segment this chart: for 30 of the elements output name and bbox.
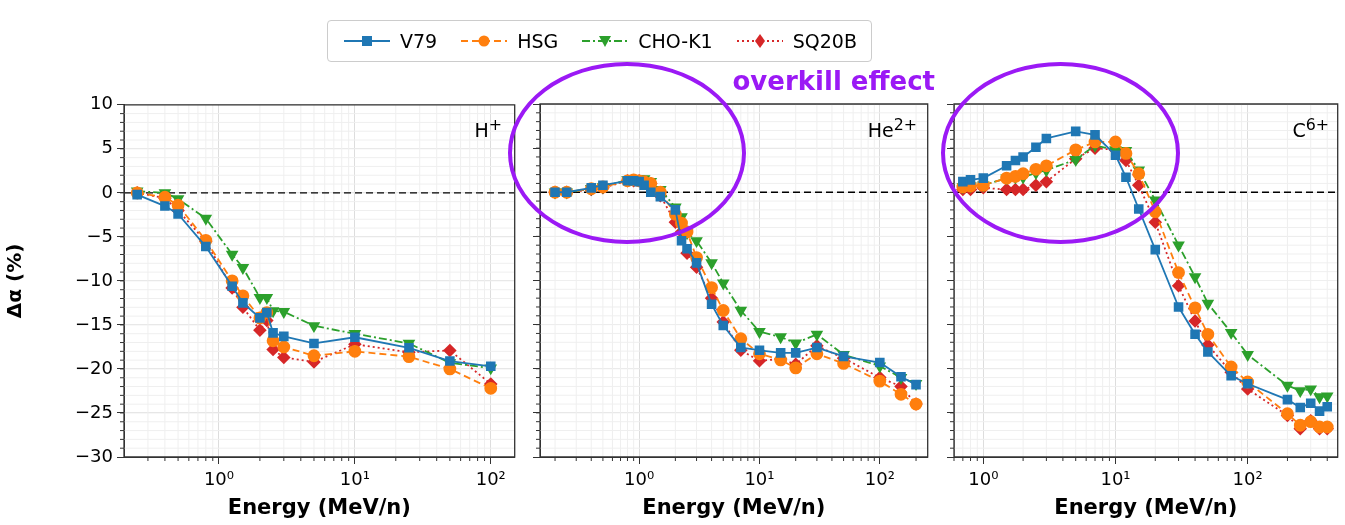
x-tick-label: 10² xyxy=(475,468,506,490)
y-tick-label: −30 xyxy=(75,444,113,466)
x-tick-label: 10² xyxy=(1232,468,1263,490)
annotation: C$^{6+}$ xyxy=(1292,115,1329,142)
y-tick-label: 5 xyxy=(101,136,113,158)
y-tick-label: −25 xyxy=(75,400,113,422)
y-axis-title: Δα (%) xyxy=(2,243,27,319)
x-tick-label: 10⁰ xyxy=(624,468,655,490)
legend-label: SQ20B xyxy=(792,30,857,52)
annotation: He$^{2+}$ xyxy=(867,115,917,142)
annotation: H$^{+}$ xyxy=(474,115,502,142)
x-tick-label: 10² xyxy=(864,468,895,490)
x-tick-label: 10⁰ xyxy=(968,468,999,490)
y-tick-label: −15 xyxy=(75,312,113,334)
x-tick-label: 10¹ xyxy=(339,468,370,490)
legend-label: HSG xyxy=(517,30,559,52)
y-tick-label: −20 xyxy=(75,356,113,378)
x-axis-title: Energy (MeV/n) xyxy=(1054,494,1238,519)
x-axis-title: Energy (MeV/n) xyxy=(642,494,826,519)
y-tick-label: −10 xyxy=(75,268,113,290)
x-tick-label: 10¹ xyxy=(1100,468,1131,490)
y-tick-label: 10 xyxy=(90,92,113,114)
legend-label: CHO-K1 xyxy=(638,30,713,52)
y-tick-label: 0 xyxy=(101,180,113,202)
x-tick-label: 10¹ xyxy=(744,468,775,490)
legend-label: V79 xyxy=(400,30,438,52)
y-tick-label: −5 xyxy=(86,224,113,246)
x-tick-label: 10⁰ xyxy=(203,468,235,490)
x-axis-title: Energy (MeV/n) xyxy=(227,494,411,519)
text: overkill effect xyxy=(732,66,936,96)
